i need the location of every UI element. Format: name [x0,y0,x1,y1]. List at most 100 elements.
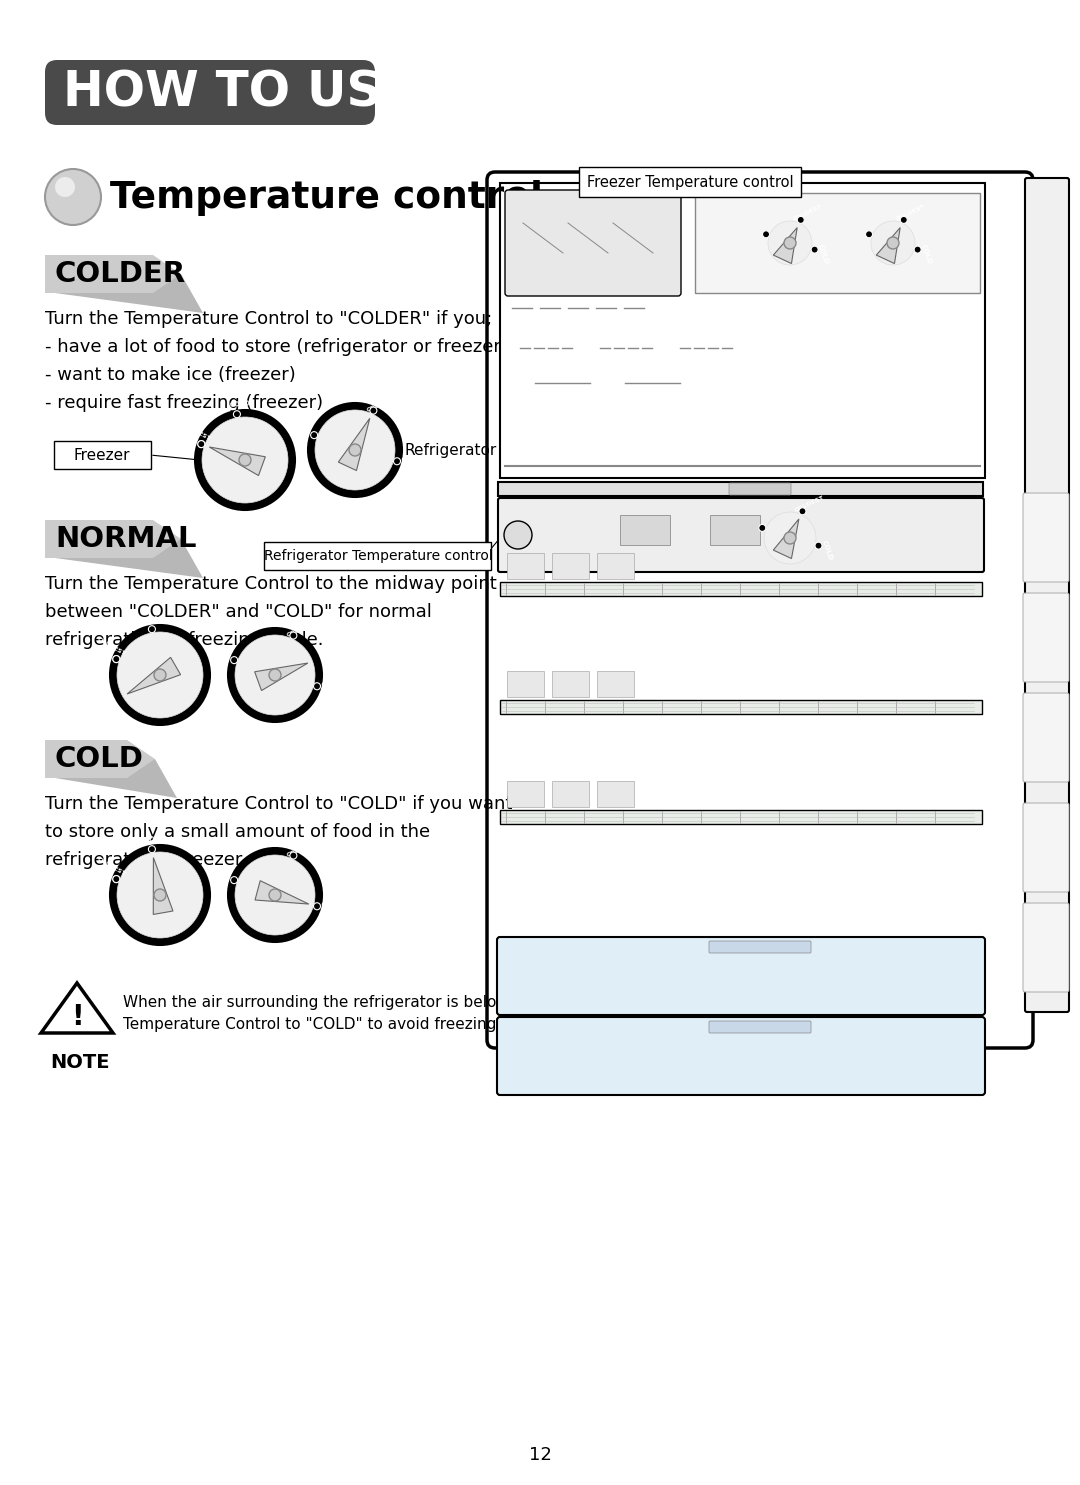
Text: to store only a small amount of food in the: to store only a small amount of food in … [45,823,430,841]
Circle shape [233,411,241,417]
Polygon shape [55,275,203,313]
Circle shape [231,656,238,664]
Text: Turn the Temperature Control to the midway point: Turn the Temperature Control to the midw… [45,575,497,593]
Polygon shape [55,759,177,797]
Circle shape [784,238,796,249]
Polygon shape [127,658,180,693]
Polygon shape [45,740,156,778]
FancyBboxPatch shape [507,552,544,579]
Text: COLD: COLD [145,835,166,843]
Circle shape [228,628,322,722]
Circle shape [198,441,205,447]
FancyBboxPatch shape [620,515,670,545]
FancyBboxPatch shape [487,172,1032,1048]
Circle shape [797,217,805,223]
Text: Freezer Temperature control: Freezer Temperature control [586,175,794,190]
FancyBboxPatch shape [729,483,791,495]
FancyBboxPatch shape [1023,903,1069,992]
Circle shape [195,410,295,509]
Circle shape [762,230,770,238]
Text: Turn the Temperature Control to "COLD" if you want: Turn the Temperature Control to "COLD" i… [45,794,512,812]
Circle shape [235,855,315,936]
Circle shape [393,457,401,465]
Circle shape [231,876,238,884]
Circle shape [799,508,806,515]
FancyBboxPatch shape [1023,803,1069,892]
Text: COLD: COLD [229,401,251,408]
FancyBboxPatch shape [264,542,491,570]
FancyBboxPatch shape [708,941,811,953]
Text: NOTE: NOTE [50,1053,109,1072]
Circle shape [112,876,120,882]
FancyBboxPatch shape [696,193,980,293]
Circle shape [239,454,251,466]
Circle shape [811,247,819,252]
FancyBboxPatch shape [500,809,982,824]
Circle shape [289,852,297,860]
Text: Freezer: Freezer [73,447,131,462]
FancyBboxPatch shape [498,497,984,572]
FancyBboxPatch shape [597,671,634,696]
Circle shape [784,532,796,544]
Text: Refrigerator: Refrigerator [405,443,497,457]
Circle shape [504,521,532,549]
Text: Temperature control: Temperature control [110,180,543,215]
FancyBboxPatch shape [505,190,681,296]
Circle shape [759,524,766,532]
FancyBboxPatch shape [45,59,375,125]
FancyBboxPatch shape [1023,493,1069,582]
Circle shape [349,444,361,456]
Circle shape [308,402,402,497]
Polygon shape [338,419,369,471]
Text: Temperature Control to "COLD" to avoid freezing.: Temperature Control to "COLD" to avoid f… [123,1017,501,1032]
Text: COLD: COLD [816,244,829,264]
FancyBboxPatch shape [507,671,544,696]
FancyBboxPatch shape [597,552,634,579]
Circle shape [815,542,822,549]
Text: 12: 12 [528,1446,552,1464]
Polygon shape [45,255,181,293]
Circle shape [45,169,102,226]
Circle shape [154,670,166,682]
Text: COLD: COLD [319,900,332,922]
Polygon shape [153,857,173,915]
FancyBboxPatch shape [710,515,760,545]
Polygon shape [773,518,799,558]
Circle shape [289,633,297,639]
Circle shape [235,636,315,714]
Circle shape [148,845,156,852]
Circle shape [198,441,205,447]
Circle shape [865,230,873,238]
FancyBboxPatch shape [552,552,589,579]
FancyBboxPatch shape [507,781,544,806]
Circle shape [887,238,899,249]
Circle shape [369,407,377,414]
Polygon shape [210,447,266,475]
Circle shape [110,845,210,944]
Circle shape [269,670,281,682]
FancyBboxPatch shape [579,166,801,198]
Text: COLD: COLD [920,244,933,264]
Polygon shape [41,983,113,1034]
FancyBboxPatch shape [498,483,983,496]
Text: refrigerating or freezing mode.: refrigerating or freezing mode. [45,631,324,649]
Circle shape [864,214,922,272]
Text: !: ! [70,1002,83,1031]
Polygon shape [55,539,203,578]
Circle shape [315,410,395,490]
FancyBboxPatch shape [500,183,985,478]
Circle shape [154,890,166,901]
Circle shape [757,505,823,572]
Text: NORMAL: NORMAL [55,526,197,552]
Circle shape [112,655,120,662]
Circle shape [764,512,816,564]
Text: COLDEST: COLDEST [366,395,397,413]
Circle shape [112,655,120,662]
Text: - have a lot of food to store (refrigerator or freezer): - have a lot of food to store (refrigera… [45,339,508,356]
Text: between "COLDER" and "COLD" for normal: between "COLDER" and "COLD" for normal [45,603,432,621]
Circle shape [313,683,321,689]
Text: COLDEST: COLDEST [895,203,926,221]
Circle shape [117,633,203,719]
Circle shape [761,214,819,272]
Text: COLDEST: COLDEST [96,857,126,878]
